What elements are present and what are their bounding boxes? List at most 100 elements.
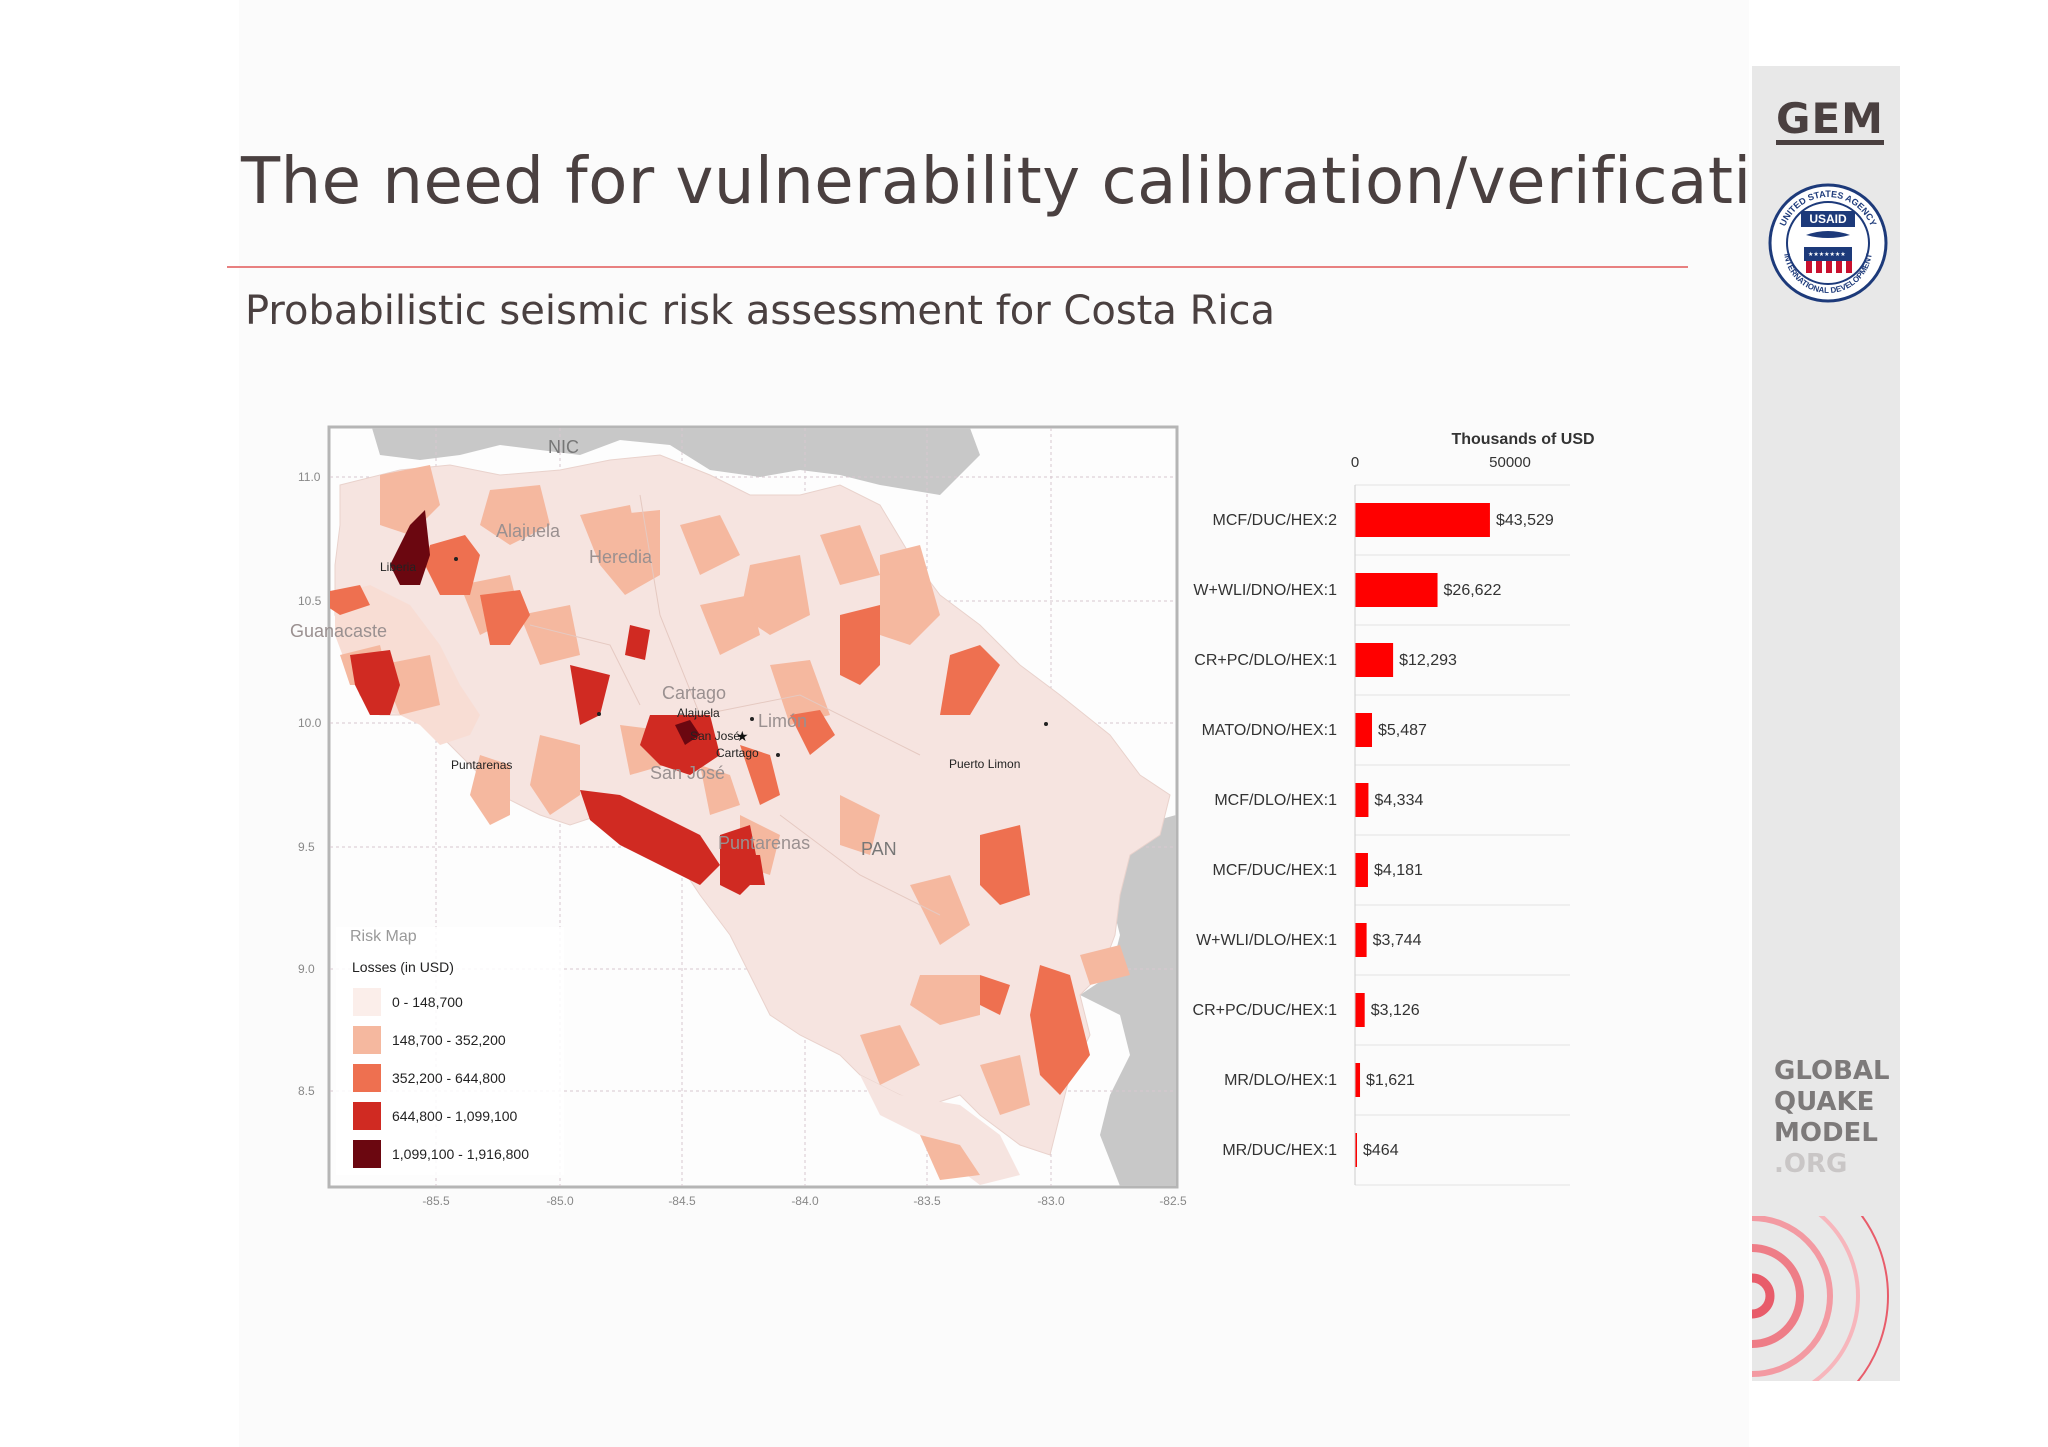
- lon-tick-label: -84.5: [668, 1194, 696, 1208]
- lat-tick-label: 9.0: [298, 962, 315, 976]
- seismic-rings-graphic: [1752, 1216, 1889, 1381]
- lat-tick-labels: 11.0 10.5 10.0 9.5 9.0 8.5: [298, 470, 322, 1098]
- value-label: $3,744: [1373, 932, 1422, 949]
- legend-swatch: [353, 988, 381, 1016]
- bar: [1355, 713, 1373, 747]
- gqm-line: .ORG: [1774, 1149, 1848, 1179]
- bar: [1355, 1133, 1357, 1167]
- legend-label: 0 - 148,700: [392, 994, 463, 1010]
- bar: [1355, 923, 1367, 957]
- province-label: Puntarenas: [718, 833, 810, 853]
- city-label: Liberia: [380, 560, 416, 574]
- value-label: $43,529: [1496, 512, 1554, 529]
- lat-tick-label: 10.0: [298, 716, 322, 730]
- slide-title: The need for vulnerability calibration/v…: [241, 145, 1833, 219]
- category-label: CR+PC/DLO/HEX:1: [1194, 652, 1337, 669]
- svg-text:★★★★★★★: ★★★★★★★: [1808, 251, 1846, 258]
- city-label: Puntarenas: [451, 758, 512, 772]
- city-marker: [1044, 722, 1048, 726]
- x-tick-label: 0: [1351, 454, 1359, 471]
- bar: [1355, 503, 1490, 537]
- risk-zone: [625, 625, 650, 660]
- slide-subtitle: Probabilistic seismic risk assessment fo…: [245, 288, 1275, 334]
- value-label: $5,487: [1378, 722, 1427, 739]
- legend-label: 148,700 - 352,200: [392, 1032, 506, 1048]
- global-quake-model-logo: GLOBAL QUAKE MODEL .ORG: [1774, 1056, 1890, 1180]
- svg-text:USAID: USAID: [1809, 212, 1847, 226]
- risk-zone: [330, 585, 370, 615]
- risk-zone: [980, 825, 1030, 905]
- risk-zone: [940, 645, 1000, 715]
- province-boundaries: [529, 494, 941, 916]
- bar: [1355, 573, 1438, 607]
- risk-zone: [425, 535, 480, 595]
- province-label: San José: [650, 763, 725, 783]
- chart-title: Thousands of USD: [1451, 431, 1594, 448]
- province-label: Guanacaste: [290, 621, 387, 641]
- bar: [1355, 783, 1369, 817]
- value-label: $26,622: [1444, 582, 1502, 599]
- city-markers: ★: [454, 557, 1048, 757]
- branding-sidebar: GEM UNITED STATES AGENCY INTERNATIONAL D…: [1752, 66, 1900, 1381]
- legend-swatches: [353, 988, 381, 1168]
- bar: [1355, 643, 1394, 677]
- panama-landmass: [1080, 815, 1176, 1186]
- risk-zone: [1030, 965, 1090, 1095]
- category-label: W+WLI/DLO/HEX:1: [1196, 932, 1337, 949]
- city-marker: [750, 717, 754, 721]
- chart-axis: Thousands of USD 0 50000: [1351, 431, 1595, 471]
- risk-zone: [350, 650, 400, 715]
- loss-bar-chart: Thousands of USD 0 50000 MCF/DUC/HEX:2 $43,…: [1193, 431, 1595, 1186]
- category-label: MCF/DLO/HEX:1: [1214, 792, 1337, 809]
- city-label: Alajuela: [677, 706, 720, 720]
- province-label: Cartago: [662, 683, 726, 703]
- category-label: MR/DLO/HEX:1: [1224, 1072, 1337, 1089]
- gqm-line: QUAKE: [1774, 1087, 1875, 1117]
- capital-star-icon: ★: [736, 728, 749, 744]
- lon-tick-label: -82.5: [1159, 1194, 1187, 1208]
- choropleth-regions: [330, 465, 1130, 1180]
- city-label: Cartago: [716, 746, 759, 760]
- bar: [1355, 853, 1368, 887]
- risk-zone: [740, 855, 765, 885]
- x-tick-label: 50000: [1489, 454, 1531, 471]
- city-label: Puerto Limon: [949, 757, 1020, 771]
- lon-tick-label: -85.0: [546, 1194, 574, 1208]
- lon-tick-label: -83.0: [1037, 1194, 1065, 1208]
- lon-tick-label: -84.0: [791, 1194, 819, 1208]
- lat-tick-label: 11.0: [298, 470, 321, 484]
- country-label-nic: NIC: [548, 437, 579, 457]
- lon-tick-label: -85.5: [422, 1194, 450, 1208]
- gqm-line: MODEL: [1774, 1118, 1878, 1148]
- map-legend: Risk Map Losses (in USD) 0 - 148,700 148…: [336, 927, 564, 1175]
- legend-label: 1,099,100 - 1,916,800: [392, 1146, 529, 1162]
- risk-zone: [675, 720, 700, 745]
- value-label: $4,181: [1374, 862, 1423, 879]
- category-label: MCF/DUC/HEX:2: [1213, 512, 1338, 529]
- legend-label: 644,800 - 1,099,100: [392, 1108, 518, 1124]
- risk-zone: [640, 715, 720, 775]
- category-label: MR/DUC/HEX:1: [1222, 1142, 1337, 1159]
- risk-zone: [390, 510, 430, 585]
- legend-title: Risk Map: [350, 928, 417, 945]
- legend-label: 352,200 - 644,800: [392, 1070, 506, 1086]
- category-label: W+WLI/DNO/HEX:1: [1193, 582, 1337, 599]
- category-label: MATO/DNO/HEX:1: [1202, 722, 1338, 739]
- gem-logo: GEM: [1776, 94, 1884, 145]
- lat-tick-label: 10.5: [298, 594, 322, 608]
- title-divider: [227, 266, 1688, 268]
- risk-zone: [980, 975, 1010, 1015]
- legend-swatch: [353, 1140, 381, 1168]
- risk-zone: [840, 605, 880, 685]
- risk-zone: [580, 790, 720, 885]
- value-label: $1,621: [1366, 1072, 1415, 1089]
- city-label: San José: [690, 729, 740, 743]
- city-marker: [597, 712, 601, 716]
- legend-swatch: [353, 1026, 381, 1054]
- legend-labels: 0 - 148,700 148,700 - 352,200 352,200 - …: [392, 994, 529, 1162]
- province-label: Limón: [758, 711, 807, 731]
- value-label: $12,293: [1399, 652, 1457, 669]
- city-marker: [454, 557, 458, 561]
- legend-subtitle: Losses (in USD): [352, 959, 454, 975]
- risk-zone: [790, 710, 835, 755]
